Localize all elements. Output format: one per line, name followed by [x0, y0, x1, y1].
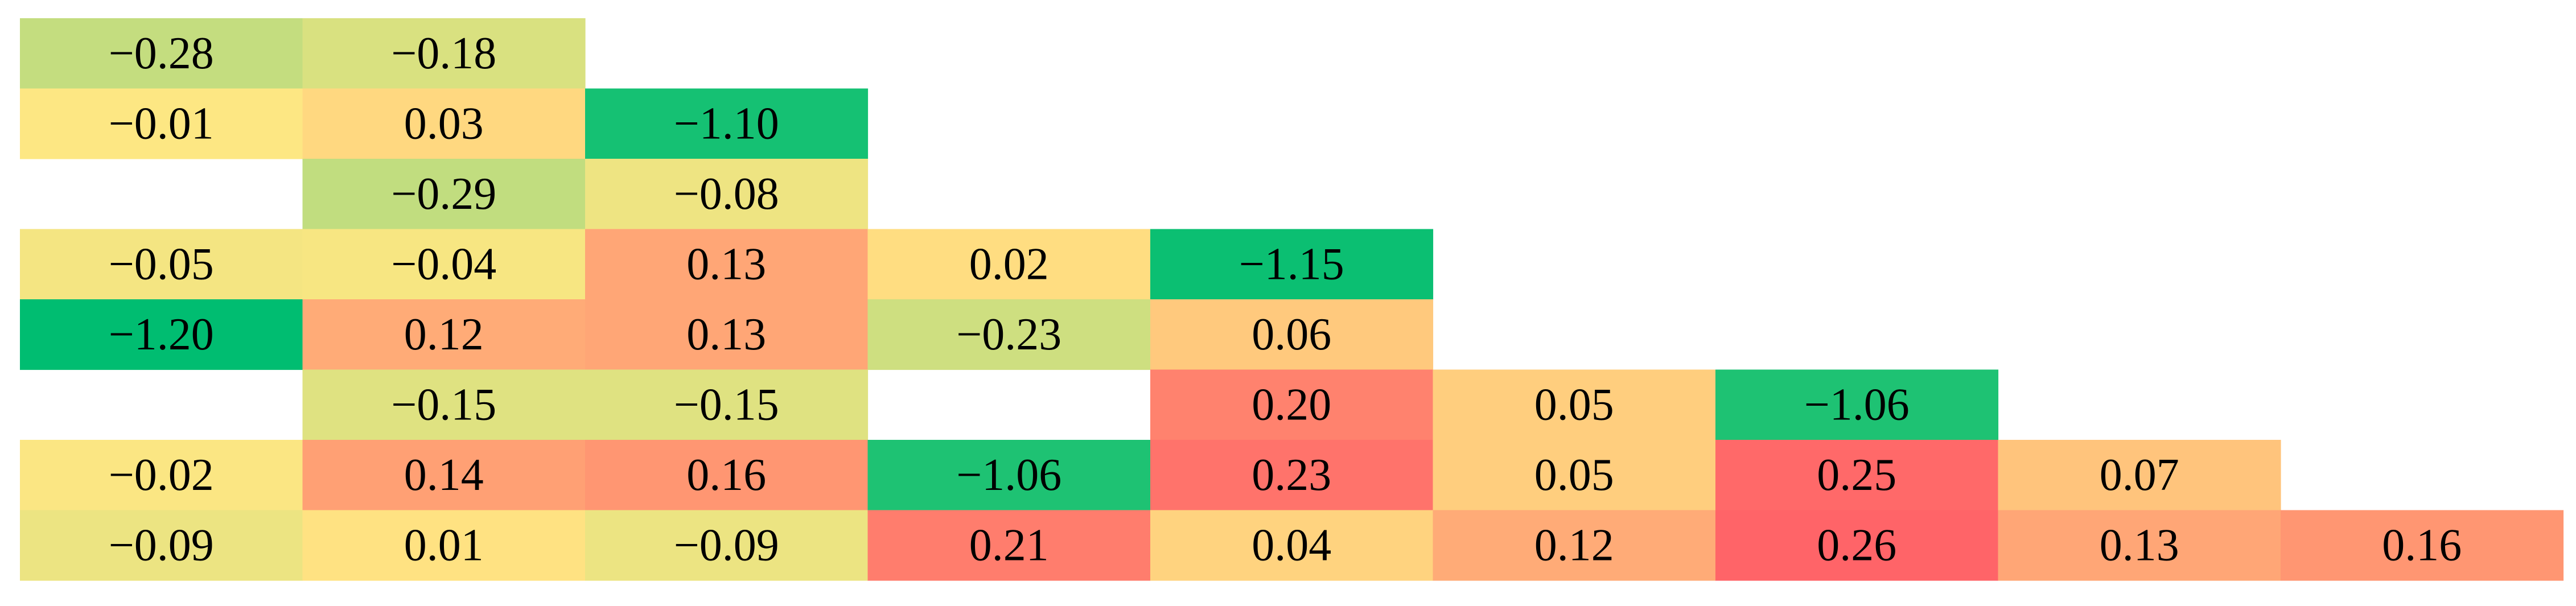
heatmap-cell-label-r4-c3: −0.23: [956, 310, 1061, 360]
heatmap-cell-label-r7-c1: 0.01: [404, 520, 484, 570]
heatmap-cell-r1-c2: [585, 88, 869, 159]
heatmap-cell-r7-c0: [20, 510, 303, 581]
heatmap-cell-label-r1-c0: −0.01: [109, 98, 214, 149]
heatmap-cell-label-r5-c6: −1.06: [1804, 380, 1910, 430]
heatmap-cell-r6-c3: [867, 440, 1151, 511]
heatmap-cell-r5-c2: [585, 369, 869, 440]
heatmap-cell-r5-c5: [1433, 369, 1716, 440]
heatmap-cell-r6-c2: [585, 440, 869, 511]
heatmap-cell-label-r1-c1: 0.03: [404, 98, 484, 149]
heatmap-cell-label-r6-c1: 0.14: [404, 450, 484, 500]
heatmap-cell-r3-c2: [585, 229, 869, 300]
heatmap-cell-r1-c1: [302, 88, 586, 159]
heatmap-cell-label-r3-c4: −1.15: [1239, 239, 1344, 289]
heatmap-cell-r2-c1: [302, 159, 586, 230]
heatmap-cell-label-r5-c4: 0.20: [1252, 380, 1331, 430]
heatmap-cell-label-r7-c3: 0.21: [969, 520, 1049, 570]
heatmap-cell-r6-c6: [1715, 440, 1999, 511]
heatmap-cell-label-r6-c3: −1.06: [956, 450, 1061, 500]
heatmap-cell-r4-c1: [302, 299, 586, 370]
heatmap-cell-label-r0-c1: −0.18: [391, 28, 496, 79]
heatmap-cell-r6-c1: [302, 440, 586, 511]
heatmap-cell-r5-c6: [1715, 369, 1999, 440]
heatmap-cell-label-r0-c0: −0.28: [109, 28, 214, 79]
heatmap-cell-r6-c7: [1998, 440, 2281, 511]
heatmap-cell-r3-c3: [867, 229, 1151, 300]
heatmap-cell-r4-c2: [585, 299, 869, 370]
heatmap-cell-label-r2-c2: −0.08: [674, 169, 779, 219]
heatmap-cell-label-r5-c2: −0.15: [674, 380, 779, 430]
heatmap-cell-r7-c7: [1998, 510, 2281, 581]
heatmap-cell-label-r7-c7: 0.13: [2100, 520, 2179, 570]
heatmap-cell-r7-c8: [2281, 510, 2564, 581]
heatmap-cell-label-r2-c1: −0.29: [391, 169, 496, 219]
heatmap-cell-label-r7-c2: −0.09: [674, 520, 779, 570]
heatmap-cell-label-r7-c0: −0.09: [109, 520, 214, 570]
heatmap-cell-label-r5-c5: 0.05: [1534, 380, 1614, 430]
heatmap-cell-r6-c4: [1150, 440, 1434, 511]
heatmap-cell-label-r7-c6: 0.26: [1817, 520, 1896, 570]
heatmap-cell-label-r7-c5: 0.12: [1534, 520, 1614, 570]
heatmap-cell-label-r6-c6: 0.25: [1817, 450, 1896, 500]
heatmap-cell-r2-c2: [585, 159, 869, 230]
heatmap-cell-r0-c1: [302, 18, 586, 89]
heatmap-cell-label-r3-c2: 0.13: [686, 239, 766, 289]
heatmap-cell-r7-c3: [867, 510, 1151, 581]
heatmap-cell-r4-c4: [1150, 299, 1434, 370]
heatmap-cell-label-r5-c1: −0.15: [391, 380, 496, 430]
heatmap-cell-r0-c0: [20, 18, 303, 89]
heatmap-cell-label-r1-c2: −1.10: [674, 98, 779, 149]
heatmap-cell-r6-c0: [20, 440, 303, 511]
heatmap-cell-r5-c4: [1150, 369, 1434, 440]
heatmap-cell-label-r3-c0: −0.05: [109, 239, 214, 289]
heatmap-cell-label-r7-c8: 0.16: [2382, 520, 2462, 570]
heatmap-cell-r3-c0: [20, 229, 303, 300]
heatmap-cell-r3-c4: [1150, 229, 1434, 300]
heatmap-cell-r4-c3: [867, 299, 1151, 370]
heatmap-cell-label-r6-c4: 0.23: [1252, 450, 1331, 500]
heatmap-cell-r7-c5: [1433, 510, 1716, 581]
heatmap-cell-r3-c1: [302, 229, 586, 300]
heatmap-cell-label-r3-c3: 0.02: [969, 239, 1049, 289]
heatmap-cell-r6-c5: [1433, 440, 1716, 511]
heatmap-cell-label-r4-c0: −1.20: [109, 310, 214, 360]
heatmap-cell-r1-c0: [20, 88, 303, 159]
heatmap-cell-r7-c2: [585, 510, 869, 581]
heatmap-cell-r4-c0: [20, 299, 303, 370]
heatmap-cell-label-r6-c5: 0.05: [1534, 450, 1614, 500]
heatmap-cell-label-r3-c1: −0.04: [391, 239, 496, 289]
heatmap-cell-r5-c1: [302, 369, 586, 440]
heatmap-cell-r7-c6: [1715, 510, 1999, 581]
heatmap-cell-label-r7-c4: 0.04: [1252, 520, 1331, 570]
heatmap-cell-label-r6-c0: −0.02: [109, 450, 214, 500]
heatmap-cell-label-r4-c1: 0.12: [404, 310, 484, 360]
heatmap-cell-label-r6-c7: 0.07: [2100, 450, 2179, 500]
heatmap-cell-label-r6-c2: 0.16: [686, 450, 766, 500]
heatmap-cell-r7-c4: [1150, 510, 1434, 581]
heatmap-cell-label-r4-c2: 0.13: [686, 310, 766, 360]
heatmap-cell-label-r4-c4: 0.06: [1252, 310, 1331, 360]
heatmap-cell-r7-c1: [302, 510, 586, 581]
